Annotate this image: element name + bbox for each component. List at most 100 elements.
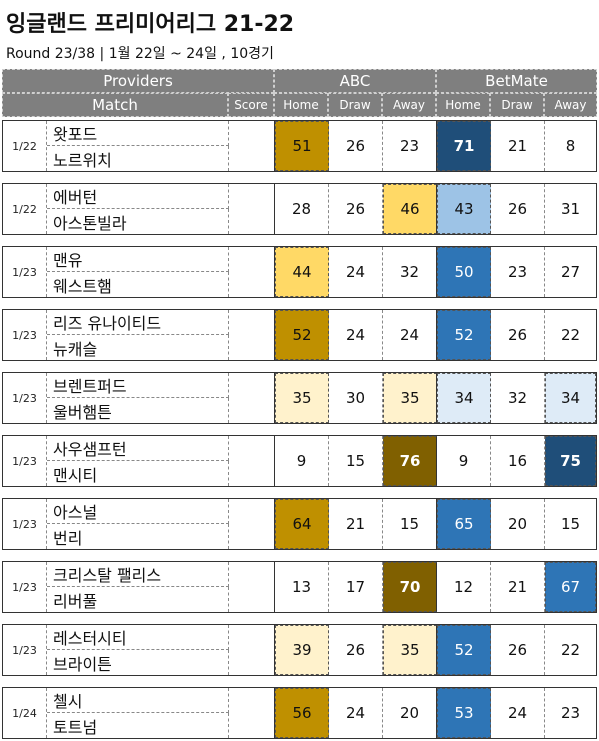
match-row: 1/23 맨유 웨스트햄 44 24 32 50 23 27 [2, 246, 597, 298]
betmate-away-odds: 8 [565, 137, 576, 155]
betmate-home-odds: 52 [437, 310, 491, 360]
betmate-draw-odds: 24 [491, 688, 545, 738]
match-row: 1/24 첼시 토트넘 56 24 20 53 24 23 [2, 687, 597, 739]
match-date: 1/23 [3, 499, 47, 549]
match-score [229, 688, 275, 738]
abc-home-header: Home [274, 93, 328, 117]
abc-draw-odds: 17 [329, 562, 383, 612]
abc-home-odds: 39 [275, 625, 329, 675]
abc-home-odds: 28 [275, 184, 329, 234]
betmate-draw-odds: 32 [491, 373, 545, 423]
betmate-away-header: Away [544, 93, 597, 117]
away-team: 울버햄튼 [47, 398, 229, 423]
betmate-home-odds: 53 [437, 688, 491, 738]
match-score [229, 373, 275, 423]
match-score [229, 562, 275, 612]
abc-away-odds: 15 [383, 499, 437, 549]
betmate-home-odds: 50 [437, 247, 491, 297]
betmate-home-odds: 71 [437, 121, 491, 171]
betmate-away-odds: 27 [560, 263, 581, 281]
betmate-draw-odds: 21 [491, 562, 545, 612]
abc-away-odds: 76 [383, 436, 437, 486]
abc-home-odds: 13 [275, 562, 329, 612]
match-date: 1/23 [3, 310, 47, 360]
match-date: 1/24 [3, 688, 47, 738]
betmate-draw-odds: 23 [491, 247, 545, 297]
abc-draw-odds: 30 [329, 373, 383, 423]
betmate-draw-odds: 26 [491, 184, 545, 234]
abc-home-odds: 64 [275, 499, 329, 549]
abc-home-odds: 44 [275, 247, 329, 297]
abc-away-odds: 32 [383, 247, 437, 297]
round-info: Round 23/38 | 1월 22일 ~ 24일 , 10경기 [6, 46, 274, 62]
abc-away-odds: 24 [383, 310, 437, 360]
abc-draw-odds: 26 [329, 121, 383, 171]
home-team: 리즈 유나이티드 [47, 310, 229, 335]
away-team: 웨스트햄 [47, 272, 229, 297]
match-date: 1/23 [3, 373, 47, 423]
abc-away-odds: 46 [383, 184, 437, 234]
abc-away-odds: 35 [383, 373, 437, 423]
match-date: 1/22 [3, 184, 47, 234]
away-team: 리버풀 [47, 587, 229, 612]
betmate-draw-odds: 20 [491, 499, 545, 549]
match-score [229, 184, 275, 234]
away-team: 노르위치 [47, 146, 229, 171]
betmate-away-odds: 75 [545, 436, 596, 486]
abc-home-odds: 35 [275, 373, 329, 423]
home-team: 맨유 [47, 247, 229, 272]
away-team: 번리 [47, 524, 229, 549]
match-score [229, 310, 275, 360]
abc-draw-odds: 15 [329, 436, 383, 486]
match-row: 1/23 리즈 유나이티드 뉴캐슬 52 24 24 52 26 22 [2, 309, 597, 361]
abc-away-odds: 20 [383, 688, 437, 738]
match-date: 1/23 [3, 436, 47, 486]
betmate-draw-odds: 21 [491, 121, 545, 171]
betmate-home-odds: 9 [437, 436, 491, 486]
betmate-away-odds: 67 [545, 562, 596, 612]
match-row: 1/23 브렌트퍼드 울버햄튼 35 30 35 34 32 34 [2, 372, 597, 424]
betmate-away-odds: 22 [560, 326, 581, 344]
betmate-draw-header: Draw [490, 93, 544, 117]
betmate-home-odds: 52 [437, 625, 491, 675]
match-score [229, 499, 275, 549]
match-score [229, 625, 275, 675]
abc-draw-odds: 24 [329, 310, 383, 360]
abc-draw-header: Draw [328, 93, 382, 117]
match-header: Match [2, 93, 228, 117]
betmate-draw-odds: 26 [491, 310, 545, 360]
betmate-home-odds: 12 [437, 562, 491, 612]
betmate-home-odds: 43 [437, 184, 491, 234]
match-row: 1/23 사우샘프턴 맨시티 9 15 76 9 16 75 [2, 435, 597, 487]
abc-home-odds: 51 [275, 121, 329, 171]
home-team: 크리스탈 팰리스 [47, 562, 229, 587]
match-date: 1/22 [3, 121, 47, 171]
match-date: 1/23 [3, 562, 47, 612]
abc-home-odds: 9 [275, 436, 329, 486]
betmate-away-odds: 22 [560, 641, 581, 659]
abc-home-odds: 52 [275, 310, 329, 360]
match-score [229, 247, 275, 297]
match-date: 1/23 [3, 247, 47, 297]
match-row: 1/23 레스터시티 브라이튼 39 26 35 52 26 22 [2, 624, 597, 676]
away-team: 맨시티 [47, 461, 229, 486]
away-team: 아스톤빌라 [47, 209, 229, 234]
betmate-home-header: Home [436, 93, 490, 117]
betmate-away-odds: 34 [545, 373, 596, 423]
match-score [229, 436, 275, 486]
betmate-away-odds: 23 [560, 704, 581, 722]
abc-away-header: Away [382, 93, 436, 117]
betmate-draw-odds: 16 [491, 436, 545, 486]
home-team: 브렌트퍼드 [47, 373, 229, 398]
match-date: 1/23 [3, 625, 47, 675]
provider-betmate-header: BetMate [436, 69, 597, 93]
home-team: 아스널 [47, 499, 229, 524]
match-row: 1/22 왓포드 노르위치 51 26 23 71 21 8 [2, 120, 597, 172]
home-team: 첼시 [47, 688, 229, 713]
match-score [229, 121, 275, 171]
betmate-home-odds: 34 [437, 373, 491, 423]
away-team: 뉴캐슬 [47, 335, 229, 360]
home-team: 에버턴 [47, 184, 229, 209]
home-team: 레스터시티 [47, 625, 229, 650]
score-header: Score [228, 93, 274, 117]
